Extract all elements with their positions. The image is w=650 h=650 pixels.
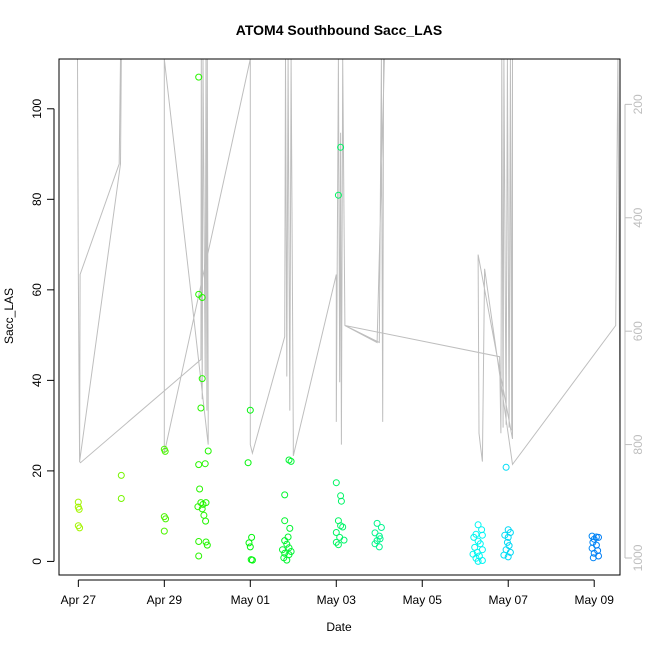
data-point [204,447,212,455]
data-point [198,505,206,513]
x-tick-label: Apr 29 [147,593,183,607]
data-point [279,546,286,554]
data-point [337,497,345,505]
data-point [375,543,383,551]
data-point [246,543,254,551]
data-point [281,517,289,525]
right-depth-axis: 200 400 600 800 1000 [624,94,645,571]
data-point [285,544,293,552]
data-point [196,485,204,493]
data-point [248,556,256,564]
data-point [340,536,348,544]
data-point [195,538,203,545]
data-point [283,540,291,548]
data-point [198,294,206,301]
data-point [75,505,83,513]
data-point [283,556,291,564]
y-tick-label: 60 [30,283,44,297]
data-point [590,535,598,543]
y-tick-label: 0 [30,558,44,565]
data-point [161,447,169,455]
x-tick-label: Apr 27 [61,593,97,607]
data-point [502,463,510,471]
data-point [160,527,168,535]
data-point [281,491,289,499]
data-point [195,461,203,469]
x-tick-label: May 01 [231,593,271,607]
data-point [332,529,340,536]
data-point [201,460,209,468]
right-tick-label: 400 [631,207,645,227]
data-point [476,540,484,548]
data-point [287,457,295,465]
right-tick-label: 200 [631,94,645,114]
right-tick-label: 1000 [631,544,645,571]
data-point [504,533,512,541]
data-point [76,524,84,532]
y-tick-label: 100 [30,98,44,118]
data-point [202,499,210,507]
x-tick-label: May 07 [489,593,529,607]
data-point [470,533,478,541]
y-tick-label: 80 [30,192,44,206]
data-point [200,511,208,519]
data-point [195,552,203,560]
data-point [377,524,385,531]
data-point [474,521,482,529]
data-point [117,471,125,479]
data-point [332,479,340,487]
data-point [337,492,345,500]
chart-title: ATOM4 Southbound Sacc_LAS [236,22,442,38]
x-axis-label: Date [326,620,352,634]
data-point [334,191,342,199]
data-point [589,554,597,562]
data-point [245,539,253,547]
data-point [500,551,508,559]
data-point [334,541,342,549]
sacc-las-points [74,73,602,565]
data-point [281,549,289,557]
data-point [373,519,381,527]
data-point [595,533,602,541]
data-point [117,495,125,502]
axes: Apr 27 Apr 29 May 01 May 03 May 05 May 07 May … [30,58,621,607]
x-tick-label: May 09 [575,593,615,607]
depth-trace [77,59,620,466]
data-point [202,517,210,525]
data-point [478,557,486,564]
data-point [202,538,210,546]
y-tick-label: 20 [30,464,44,478]
data-point [478,531,486,539]
data-point [162,515,170,523]
right-tick-label: 800 [631,434,645,454]
data-point [194,503,202,511]
data-point [337,143,345,151]
data-point [197,404,205,412]
data-point [195,73,203,81]
data-point [74,498,82,506]
data-point [284,533,292,541]
data-point [281,537,289,545]
data-point [339,523,347,531]
y-tick-label: 40 [30,373,44,387]
depth-line [77,59,620,466]
x-tick-label: May 05 [403,593,443,607]
y-axis-label: Sacc_LAS [2,288,16,344]
data-point [248,533,256,541]
plot-frame [58,58,621,576]
data-point [474,557,482,565]
data-point [244,459,252,467]
data-point [286,524,294,532]
x-tick-label: May 03 [317,593,357,607]
data-point [332,538,340,546]
data-point [504,553,512,561]
data-point [203,541,211,549]
data-point [371,529,379,537]
data-point [198,375,206,383]
right-tick-label: 600 [631,321,645,341]
data-point [246,406,254,414]
